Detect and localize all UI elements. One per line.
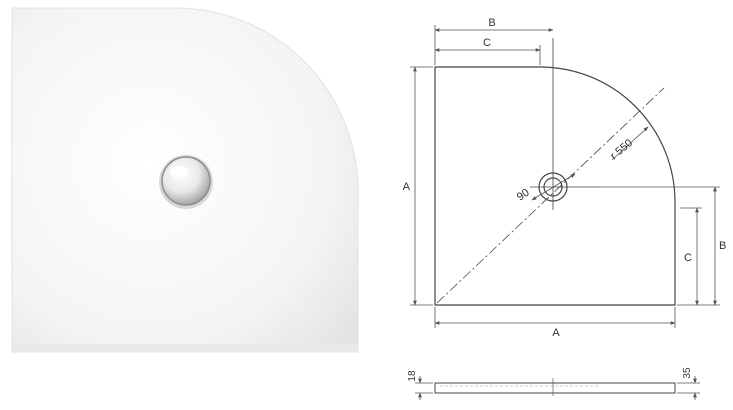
radius-leader <box>611 126 649 161</box>
drain-cover <box>159 155 213 209</box>
label-A-bottom: A <box>552 327 560 339</box>
label-A-left: A <box>403 181 411 193</box>
label-B-right: B <box>719 240 726 252</box>
label-C-top: C <box>483 37 491 49</box>
label-drain: 90 <box>515 187 532 204</box>
dim-A-bottom <box>434 307 676 328</box>
dim-C-right <box>680 207 702 306</box>
label-thickness-total: 35 <box>682 367 693 379</box>
diagonal-axis <box>436 87 665 304</box>
tray-front-edge <box>12 344 358 352</box>
dim-C-top <box>434 45 541 65</box>
label-C-right: C <box>684 252 692 264</box>
tray-photo <box>11 7 359 353</box>
label-B-top: B <box>488 17 495 29</box>
side-profile-drawing <box>415 376 700 400</box>
dim-B-top <box>434 25 554 65</box>
dim-A-left <box>410 66 433 306</box>
plan-view-drawing <box>410 25 720 328</box>
tray-profile <box>434 382 676 394</box>
drain-leader <box>531 173 576 201</box>
dim-B-right <box>600 186 720 306</box>
label-thickness-base: 18 <box>407 370 418 382</box>
